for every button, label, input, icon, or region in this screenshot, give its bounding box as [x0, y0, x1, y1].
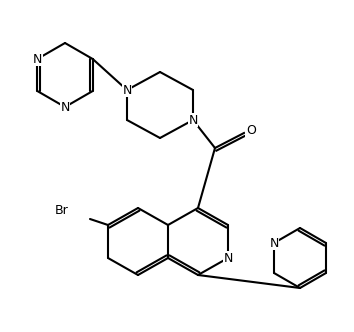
Text: Br: Br [55, 204, 69, 216]
Text: N: N [269, 236, 279, 250]
Text: N: N [223, 252, 233, 265]
Text: O: O [246, 124, 256, 136]
Text: N: N [122, 84, 132, 97]
Text: N: N [60, 101, 70, 114]
Text: N: N [188, 114, 198, 126]
Text: N: N [33, 52, 42, 65]
